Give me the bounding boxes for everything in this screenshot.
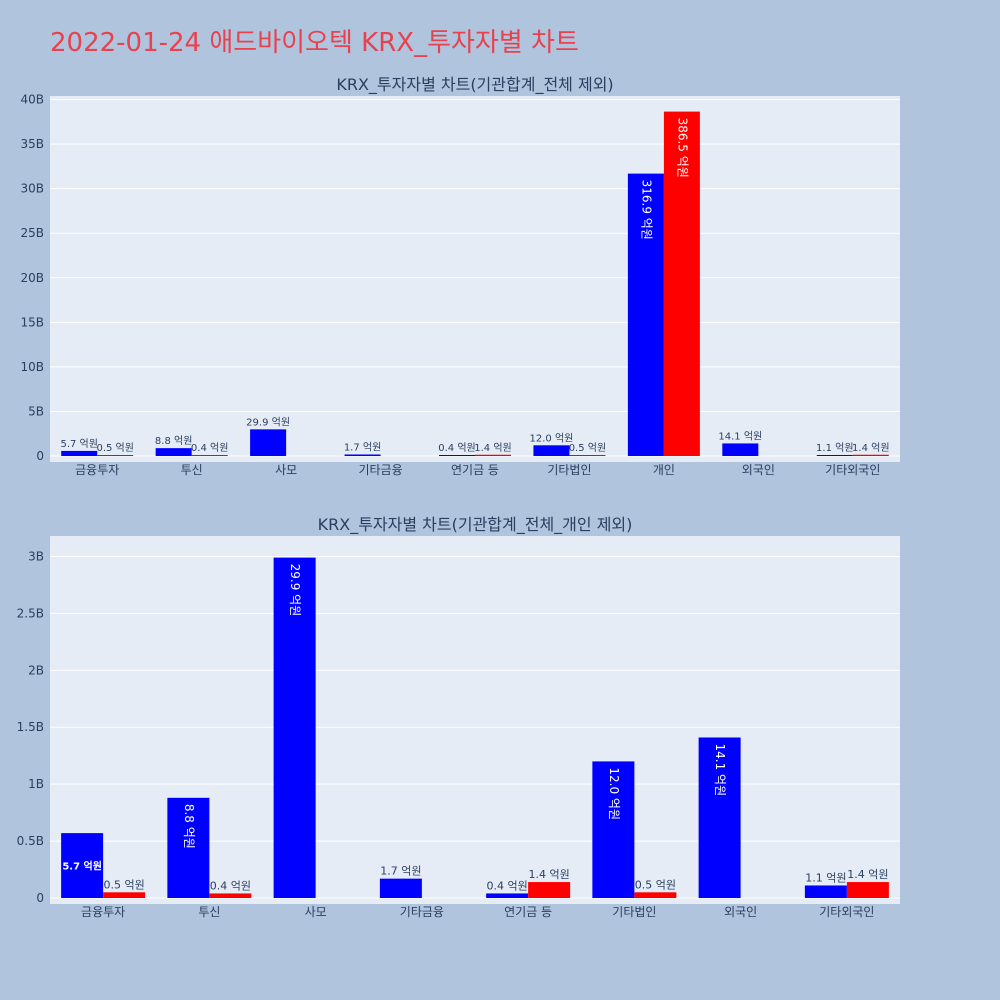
bar-data-label: 12.0 억원: [607, 767, 621, 820]
bar-data-label: 1.4 억원: [852, 442, 889, 454]
x-tick-label: 개인: [653, 463, 675, 477]
sell-bar: [634, 892, 677, 898]
buy-bar: [698, 737, 741, 898]
x-tick-label: 기타법인: [547, 463, 591, 477]
buy-bar: [533, 445, 570, 456]
investor-chart-excluding-individual: KRX_투자자별 차트(기관합계_전체_개인 제외) 0 0.5B 1B 1.5B 2B 2…: [17, 515, 900, 919]
bar-data-label: 14.1 억원: [713, 743, 727, 796]
chart-title: KRX_투자자별 차트(기관합계_전체 제외): [336, 75, 613, 95]
bar-data-label: 12.0 억원: [530, 432, 574, 444]
bar-data-label: 316.9 억원: [639, 180, 653, 240]
bar-data-label: 0.4 억원: [191, 442, 228, 454]
bar-data-label: 29.9 억원: [246, 416, 290, 428]
y-tick-label: 10B: [20, 360, 44, 374]
bar-data-label: 5.7 억원: [62, 860, 102, 873]
y-tick-label: 20B: [20, 271, 44, 285]
sell-bar: [528, 882, 571, 898]
x-tick-label: 투신: [198, 905, 220, 919]
plot-area: [50, 96, 900, 462]
buy-bar: [273, 557, 316, 898]
bar-data-label: 0.5 억원: [569, 442, 606, 454]
x-tick-label: 투신: [181, 463, 203, 477]
sell-bar: [97, 455, 134, 456]
sell-bar: [852, 454, 889, 456]
buy-bar: [344, 454, 381, 456]
bar-data-label: 14.1 억원: [718, 430, 762, 442]
y-tick-label: 25B: [20, 226, 44, 240]
bar-data-label: 0.5 억원: [635, 878, 676, 891]
page-title: 2022-01-24 애드바이오텍 KRX_투자자별 차트: [50, 28, 579, 58]
y-tick-label: 40B: [20, 93, 44, 107]
x-tick-label: 연기금 등: [504, 905, 552, 919]
sell-bar: [663, 111, 700, 456]
buy-bar: [722, 443, 759, 456]
buy-bar: [439, 455, 475, 456]
sell-bar: [209, 893, 252, 898]
y-tick-label: 3B: [28, 549, 44, 563]
y-tick-label: 2.5B: [17, 606, 44, 620]
investor-chart-total: KRX_투자자별 차트(기관합계_전체 제외) 0 5B 10B 15B 20B 25B 30…: [20, 75, 900, 477]
y-tick-label: 0: [36, 449, 44, 463]
buy-bar: [592, 761, 635, 898]
y-tick-label: 35B: [20, 137, 44, 151]
x-tick-label: 사모: [305, 905, 327, 919]
bar-data-label: 1.7 억원: [344, 441, 381, 453]
buy-bar: [61, 450, 98, 456]
y-tick-label: 1.5B: [17, 720, 44, 734]
y-tick-label: 2B: [28, 663, 44, 677]
bar-data-label: 1.7 억원: [380, 865, 421, 878]
bar-data-label: 29.9 억원: [288, 564, 302, 617]
buy-bar: [816, 455, 853, 456]
buy-bar: [167, 797, 210, 898]
bar-data-label: 0.4 억원: [438, 442, 475, 454]
buy-bar: [155, 448, 192, 456]
x-tick-label: 기타외국인: [825, 463, 880, 477]
x-tick-label: 외국인: [724, 905, 757, 919]
x-tick-label: 금융투자: [75, 463, 119, 477]
buy-bar: [627, 173, 664, 456]
y-tick-label: 5B: [28, 404, 44, 418]
x-tick-label: 기타법인: [612, 905, 656, 919]
bar-data-label: 1.4 억원: [847, 868, 888, 881]
x-tick-label: 연기금 등: [451, 463, 499, 477]
x-tick-label: 기타외국인: [819, 905, 874, 919]
sell-bar: [103, 892, 146, 898]
sell-bar: [191, 455, 228, 456]
sell-bar: [846, 882, 889, 898]
bar-data-label: 0.4 억원: [210, 879, 251, 892]
y-tick-label: 30B: [20, 182, 44, 196]
x-tick-label: 기타금융: [358, 463, 402, 477]
sell-bar: [569, 455, 606, 456]
bar-data-label: 0.4 억원: [487, 879, 528, 892]
y-tick-label: 0.5B: [17, 834, 44, 848]
bar-data-label: 5.7 억원: [60, 438, 97, 450]
chart-title: KRX_투자자별 차트(기관합계_전체_개인 제외): [318, 515, 633, 535]
bar-data-label: 1.4 억원: [529, 868, 570, 881]
buy-bar: [250, 429, 287, 456]
bar-data-label: 386.5 억원: [675, 118, 689, 178]
x-tick-label: 기타금융: [400, 905, 444, 919]
y-tick-label: 0: [36, 891, 44, 905]
bar-data-label: 0.5 억원: [96, 442, 133, 454]
x-tick-label: 사모: [275, 463, 297, 477]
x-tick-label: 금융투자: [81, 905, 125, 919]
y-tick-label: 1B: [28, 777, 44, 791]
bar-data-label: 0.5 억원: [104, 878, 145, 891]
buy-bar: [379, 878, 422, 898]
sell-bar: [475, 454, 511, 456]
bar-data-label: 8.8 억원: [182, 804, 196, 849]
buy-bar: [804, 885, 847, 898]
y-tick-label: 15B: [20, 315, 44, 329]
bar-data-label: 1.4 억원: [474, 442, 511, 454]
x-tick-label: 외국인: [742, 463, 775, 477]
bar-data-label: 8.8 억원: [155, 435, 192, 447]
bar-data-label: 1.1 억원: [805, 871, 846, 884]
bar-data-label: 1.1 억원: [816, 442, 853, 454]
buy-bar: [61, 833, 104, 898]
buy-bar: [486, 893, 529, 898]
